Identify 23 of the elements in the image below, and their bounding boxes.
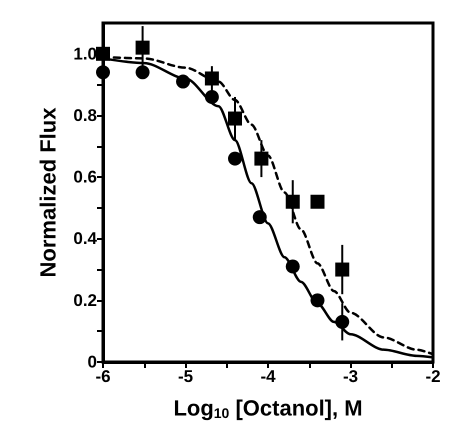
x-tick-label: -3 (342, 367, 358, 386)
y-tick-label: 0.6 (73, 168, 97, 187)
x-tick-label: -2 (425, 367, 441, 386)
point (310, 293, 324, 308)
point (176, 74, 190, 89)
y-tick-label: 1.0 (73, 44, 97, 64)
point (252, 210, 267, 224)
point (96, 65, 110, 80)
point (228, 152, 242, 166)
x-tick-label: -6 (95, 367, 111, 386)
point (96, 46, 110, 61)
y-tick-label: 0.8 (73, 106, 97, 125)
x-tick-label: -4 (260, 367, 276, 386)
y-tick-label: 0.2 (73, 290, 97, 310)
point (310, 194, 324, 209)
point (286, 259, 300, 274)
y-tick-label: 0 (88, 352, 97, 372)
y-axis-title: Normalized Flux (36, 106, 60, 278)
y-tick-label: 0.4 (73, 229, 98, 248)
x-axis-title: Log10 [Octanol], M (173, 396, 363, 421)
x-tick-label: -5 (178, 367, 194, 386)
point (136, 65, 150, 80)
point (204, 90, 219, 104)
